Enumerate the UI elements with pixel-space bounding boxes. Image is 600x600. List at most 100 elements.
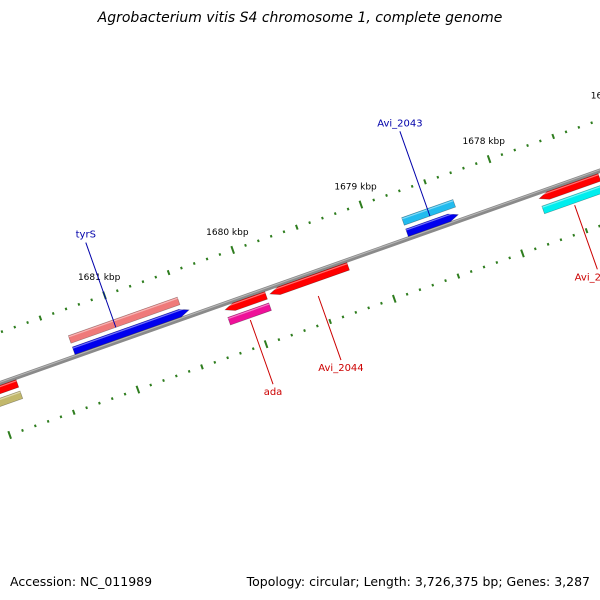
tick-mark-upper [77,302,81,306]
gene-feature [269,262,350,295]
tick-mark-lower [546,242,550,246]
gene-feature-shine [223,292,266,308]
tick-mark-lower [72,409,76,415]
tick-mark-upper [115,289,119,293]
tick-mark-lower [508,256,512,260]
tick-mark-upper [397,189,401,193]
gene-feature-shine [68,297,178,338]
tick-mark-lower [239,351,242,355]
tick-mark-upper [0,330,4,334]
tick-label: 1677 kbp [591,92,600,102]
tick-mark-upper [154,275,158,279]
tick-mark-upper [410,184,414,188]
map-title: Agrobacterium vitis S4 chromosome 1, com… [97,10,503,26]
tick-mark-upper [13,325,17,329]
gene-feature [541,185,600,215]
tick-mark-lower [380,301,383,305]
tick-mark-upper [256,239,260,243]
tick-mark-upper [26,321,29,325]
tick-mark-lower [263,340,269,349]
tick-mark-lower [277,338,281,342]
tick-mark-upper [346,207,350,211]
genome-summary-text: Topology: circular; Length: 3,726,375 bp… [246,574,590,589]
tick-mark-lower [584,227,589,234]
tick-mark-lower [495,260,499,264]
tick-mark-lower [418,288,422,292]
tick-mark-upper [308,221,311,225]
chromosome-backbone [0,168,600,386]
tick-mark-lower [290,333,294,337]
feature-track [0,173,600,407]
tick-label: 1678 kbp [463,137,506,147]
tick-mark-upper [551,133,555,140]
tick-mark-lower [572,233,576,237]
gene-label: Avi_2042 [575,272,600,283]
tick-mark-upper [295,224,299,230]
tick-mark-lower [444,279,447,283]
tick-label: 1681 kbp [78,273,121,283]
tick-mark-lower [354,310,358,314]
tick-mark-upper [218,252,222,256]
tick-mark-lower [123,392,127,396]
tick-mark-lower [200,364,204,370]
accession-text: Accession: NC_011989 [10,574,152,589]
tick-mark-upper [385,193,388,197]
tick-mark-upper [526,143,529,148]
tick-mark-upper [166,269,171,276]
tick-mark-lower [405,292,409,296]
label-leader-line [317,295,342,361]
tick-mark-lower [469,270,473,274]
gene-feature [71,309,190,355]
tick-mark-lower [303,329,306,333]
gene-feature-shine [227,303,270,320]
tick-mark-upper [577,125,581,129]
tick-label: 1680 kbp [206,228,249,238]
tick-mark-upper [474,162,478,166]
tick-mark-lower [328,318,332,325]
tick-mark-upper [90,298,94,302]
tick-mark-upper [64,307,68,311]
gene-feature [224,291,268,311]
tick-mark-upper [358,200,364,209]
tick-mark-upper [423,179,427,185]
tick-mark-lower [533,247,537,251]
gene-label: tyrS [76,230,96,241]
tick-mark-lower [482,265,486,269]
gene-feature [227,302,272,326]
tick-mark-upper [321,216,324,220]
tick-mark-lower [98,401,101,405]
gene-feature-shine [72,306,189,349]
tick-mark-lower [315,324,319,328]
tick-mark-lower [226,356,229,360]
backbone-line [0,168,600,386]
gene-label: Avi_2043 [377,118,422,129]
tick-mark-upper [500,153,504,157]
tick-mark-upper [244,243,247,247]
gene-feature [0,379,20,395]
tick-mark-lower [135,385,141,394]
tick-mark-upper [564,130,568,134]
tick-mark-lower [213,360,217,364]
tick-mark-lower [431,283,435,287]
tick-mark-lower [7,430,12,440]
tick-mark-lower [46,419,50,423]
tick-mark-upper [51,311,55,315]
tick-mark-upper [486,155,492,164]
tick-mark-lower [174,374,178,378]
label-leader-line [574,205,598,270]
gene-feature-shine [268,263,348,292]
tick-mark-upper [282,230,286,234]
tick-mark-upper [590,121,594,125]
label-leader-line [249,319,274,385]
tick-mark-lower [21,428,24,432]
label-leader-line [399,131,431,217]
gene-feature-shine [542,186,600,208]
tick-mark-lower [520,249,525,258]
gene-feature [405,213,459,237]
tick-mark-lower [59,415,63,419]
tick-mark-lower [559,238,563,242]
gene-label: ada [264,387,283,398]
tick-mark-lower [110,397,114,401]
gene-feature-shine [405,211,458,231]
